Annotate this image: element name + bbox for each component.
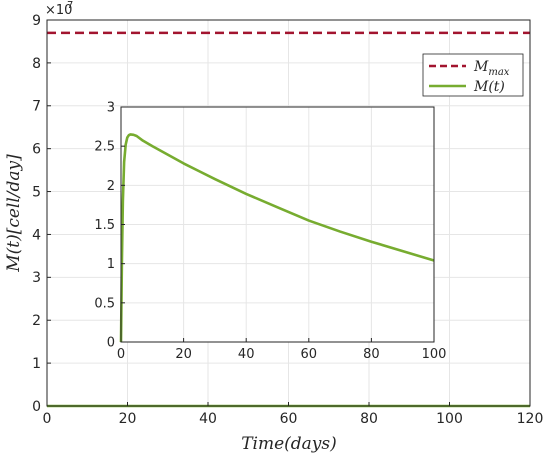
- y-exponent-power: 7: [67, 0, 73, 11]
- y-exponent-label: ×10: [45, 3, 72, 18]
- main-x-tick-label: 100: [436, 411, 463, 427]
- main-y-tick-label: 6: [32, 142, 41, 158]
- inset-x-tick-label: 60: [301, 347, 318, 362]
- main-y-tick-label: 1: [32, 356, 41, 372]
- inset-x-tick-label: 40: [238, 347, 255, 362]
- main-x-tick-label: 120: [517, 411, 544, 427]
- inset-x-tick-label: 100: [422, 347, 447, 362]
- inset-y-tick-label: 1: [107, 257, 115, 272]
- main-x-tick-label: 0: [43, 411, 52, 427]
- inset-y-tick-label: 0.5: [94, 296, 115, 311]
- inset-y-tick-label: 1.5: [94, 218, 115, 233]
- main-x-tick-label: 80: [360, 411, 378, 427]
- inset-series: [119, 133, 435, 343]
- inset-tick-labels: 0 20 40 60 80 100 0 0.5 1 1.5 2 2.5 3: [94, 101, 446, 362]
- inset-x-tick-label: 20: [175, 347, 192, 362]
- legend: Mmax M(t): [422, 53, 524, 97]
- inset-y-tick-label: 2.5: [94, 140, 115, 155]
- inset-x-tick-label: 80: [363, 347, 380, 362]
- main-y-tick-label: 0: [32, 399, 41, 415]
- main-x-tick-label: 40: [199, 411, 217, 427]
- y-axis-label: M(t)[cell/day]: [4, 154, 24, 273]
- main-y-tick-label: 5: [32, 184, 41, 200]
- main-y-tick-label: 8: [32, 56, 41, 72]
- inset-series-0-line: [119, 133, 435, 343]
- inset-x-tick-label: 0: [117, 347, 125, 362]
- main-x-tick-label: 20: [119, 411, 137, 427]
- main-y-tick-label: 4: [32, 227, 41, 243]
- main-y-tick-label: 7: [32, 99, 41, 115]
- legend-label-mmax-sub: max: [488, 67, 509, 78]
- main-y-tick-label: 2: [32, 313, 41, 329]
- legend-label-mmax: Mmax: [473, 59, 510, 78]
- legend-label-mt: M(t): [473, 79, 505, 95]
- main-y-tick-label: 3: [32, 270, 41, 286]
- inset-y-tick-label: 0: [107, 336, 115, 351]
- inset-y-tick-label: 3: [107, 101, 115, 116]
- main-y-tick-label: 9: [32, 13, 41, 29]
- main-x-tick-label: 60: [280, 411, 298, 427]
- x-axis-label: Time(days): [241, 434, 337, 454]
- inset-y-tick-label: 2: [107, 179, 115, 194]
- legend-box: [422, 53, 524, 97]
